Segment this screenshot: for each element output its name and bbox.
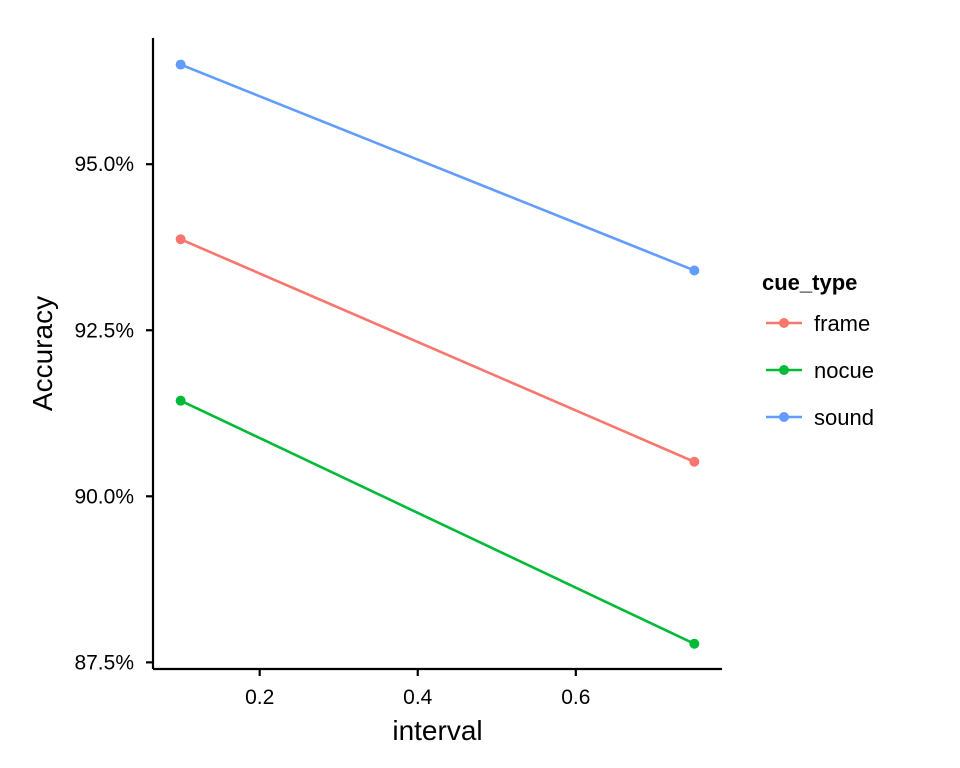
legend-item-frame: frame xyxy=(766,311,870,336)
y-tick-label: 90.0% xyxy=(74,485,134,508)
axes: 87.5% 90.0% 92.5% 95.0% 0.2 0.4 0.6 xyxy=(74,38,722,709)
y-tick-label: 92.5% xyxy=(74,319,134,342)
legend: cue_type frame nocue sound xyxy=(762,270,874,430)
legend-key-point xyxy=(779,318,789,328)
y-axis-title: Accuracy xyxy=(27,296,58,411)
legend-label: nocue xyxy=(814,358,874,383)
x-tick-label: 0.6 xyxy=(561,686,590,709)
x-axis-ticks: 0.2 0.4 0.6 xyxy=(245,669,590,709)
x-tick-label: 0.2 xyxy=(245,686,274,709)
data-point-sound xyxy=(689,265,700,276)
plot-area xyxy=(175,59,700,649)
data-point-frame xyxy=(175,234,186,245)
legend-key-point xyxy=(779,412,789,422)
x-axis-title: interval xyxy=(392,715,482,746)
legend-label: sound xyxy=(814,405,874,430)
data-point-nocue xyxy=(689,638,700,649)
legend-items: frame nocue sound xyxy=(766,311,874,430)
series-line-sound xyxy=(180,63,695,272)
x-tick-label: 0.4 xyxy=(403,686,433,709)
data-point-sound xyxy=(175,59,186,70)
y-tick-label: 95.0% xyxy=(74,153,134,176)
y-axis-ticks: 87.5% 90.0% 92.5% 95.0% xyxy=(74,153,153,674)
legend-key-point xyxy=(779,365,789,375)
legend-item-sound: sound xyxy=(766,405,874,430)
legend-title: cue_type xyxy=(762,270,857,295)
legend-item-nocue: nocue xyxy=(766,358,874,383)
data-point-frame xyxy=(689,456,700,467)
legend-label: frame xyxy=(814,311,870,336)
data-point-nocue xyxy=(175,395,186,406)
series-line-nocue xyxy=(180,399,695,645)
series-line-frame xyxy=(180,238,695,463)
y-tick-label: 87.5% xyxy=(74,651,134,674)
